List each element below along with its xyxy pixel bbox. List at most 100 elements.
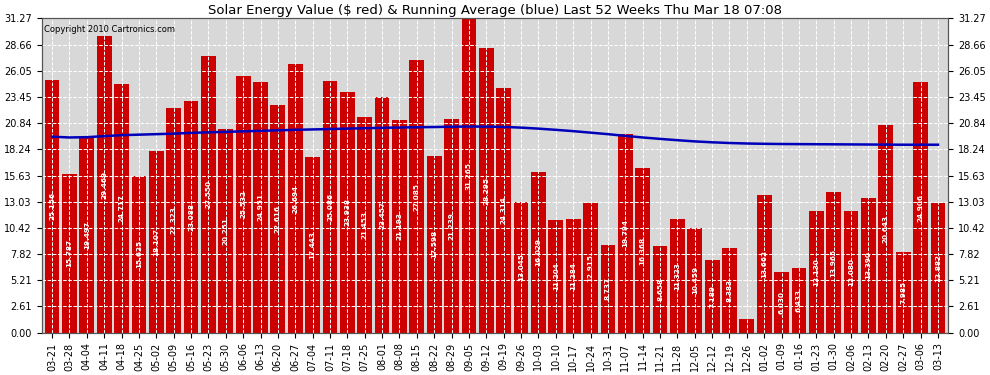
Text: 6.030: 6.030 <box>778 291 785 314</box>
Text: 27.550: 27.550 <box>205 180 212 208</box>
Text: 20.643: 20.643 <box>883 215 889 243</box>
Text: 23.088: 23.088 <box>188 202 194 231</box>
Text: 27.085: 27.085 <box>414 183 420 211</box>
Bar <box>427 156 442 333</box>
Text: 23.938: 23.938 <box>345 198 350 226</box>
Text: 8.737: 8.737 <box>605 278 611 300</box>
Bar <box>913 82 928 333</box>
Text: 19.497: 19.497 <box>84 221 90 249</box>
Text: Copyright 2010 Cartronics.com: Copyright 2010 Cartronics.com <box>45 25 175 34</box>
Bar <box>166 108 181 333</box>
Text: 22.616: 22.616 <box>275 205 281 233</box>
Bar <box>148 151 163 333</box>
Bar <box>97 36 112 333</box>
Bar <box>305 158 320 333</box>
Bar <box>774 272 789 333</box>
Text: 31.265: 31.265 <box>466 162 472 189</box>
Text: 12.130: 12.130 <box>814 258 820 286</box>
Bar <box>410 60 425 333</box>
Text: 15.625: 15.625 <box>136 240 142 268</box>
Bar <box>809 211 824 333</box>
Text: 22.323: 22.323 <box>170 207 176 234</box>
Bar <box>705 261 720 333</box>
Text: 12.882: 12.882 <box>935 254 940 282</box>
Bar <box>548 220 563 333</box>
Text: 17.598: 17.598 <box>432 230 438 258</box>
Bar <box>843 211 858 333</box>
Text: 12.915: 12.915 <box>587 254 594 282</box>
Text: 13.662: 13.662 <box>761 250 767 278</box>
Text: 21.239: 21.239 <box>448 212 454 240</box>
Text: 23.457: 23.457 <box>379 201 385 229</box>
Text: 7.985: 7.985 <box>900 281 906 304</box>
Text: 24.951: 24.951 <box>257 193 263 221</box>
Text: 24.717: 24.717 <box>119 195 125 222</box>
Bar <box>62 174 77 333</box>
Text: 20.251: 20.251 <box>223 217 229 245</box>
Bar <box>445 119 459 333</box>
Text: 13.390: 13.390 <box>865 252 871 279</box>
Bar <box>601 245 616 333</box>
Bar <box>461 18 476 333</box>
Text: 10.459: 10.459 <box>692 266 698 294</box>
Text: 8.383: 8.383 <box>727 279 733 302</box>
Text: 15.787: 15.787 <box>66 239 72 267</box>
Bar <box>514 202 529 333</box>
Text: 13.965: 13.965 <box>831 249 837 277</box>
Bar <box>618 134 633 333</box>
Text: 13.045: 13.045 <box>518 253 524 281</box>
Bar <box>722 249 737 333</box>
Bar <box>896 252 911 333</box>
Text: 24.314: 24.314 <box>501 196 507 224</box>
Bar <box>236 76 250 333</box>
Text: 16.029: 16.029 <box>536 238 542 266</box>
Text: 25.156: 25.156 <box>50 192 55 220</box>
Text: 11.284: 11.284 <box>570 262 576 290</box>
Text: 26.694: 26.694 <box>292 184 298 213</box>
Bar <box>878 125 893 333</box>
Text: 7.189: 7.189 <box>709 285 715 308</box>
Bar <box>114 84 129 333</box>
Text: 12.080: 12.080 <box>848 258 854 286</box>
Text: 28.295: 28.295 <box>483 176 489 204</box>
Bar <box>323 81 338 333</box>
Bar <box>374 97 389 333</box>
Bar <box>357 117 372 333</box>
Bar <box>79 137 94 333</box>
Bar <box>132 176 147 333</box>
Title: Solar Energy Value ($ red) & Running Average (blue) Last 52 Weeks Thu Mar 18 07:: Solar Energy Value ($ red) & Running Ave… <box>208 4 782 17</box>
Bar <box>392 120 407 333</box>
Text: 24.906: 24.906 <box>918 194 924 222</box>
Text: 19.794: 19.794 <box>623 219 629 247</box>
Text: 18.107: 18.107 <box>153 228 159 256</box>
Bar <box>45 80 59 333</box>
Text: 6.433: 6.433 <box>796 289 802 312</box>
Bar <box>861 198 876 333</box>
Bar <box>340 92 354 333</box>
Bar <box>636 168 650 333</box>
Bar <box>183 100 198 333</box>
Bar <box>201 56 216 333</box>
Bar <box>827 192 842 333</box>
Bar <box>931 203 945 333</box>
Bar <box>496 88 511 333</box>
Bar <box>792 268 807 333</box>
Text: 25.086: 25.086 <box>327 192 333 220</box>
Bar <box>670 219 685 333</box>
Bar <box>219 129 233 333</box>
Bar <box>687 228 702 333</box>
Bar <box>253 82 268 333</box>
Text: 25.532: 25.532 <box>241 190 247 218</box>
Text: 11.204: 11.204 <box>552 262 558 290</box>
Bar <box>479 48 494 333</box>
Bar <box>531 172 545 333</box>
Text: 17.443: 17.443 <box>310 231 316 259</box>
Text: 21.193: 21.193 <box>396 212 403 240</box>
Bar <box>757 195 771 333</box>
Text: 11.323: 11.323 <box>674 262 680 290</box>
Bar <box>740 319 754 333</box>
Bar <box>583 203 598 333</box>
Text: 29.469: 29.469 <box>101 171 107 199</box>
Bar <box>288 64 303 333</box>
Text: 21.453: 21.453 <box>361 211 367 239</box>
